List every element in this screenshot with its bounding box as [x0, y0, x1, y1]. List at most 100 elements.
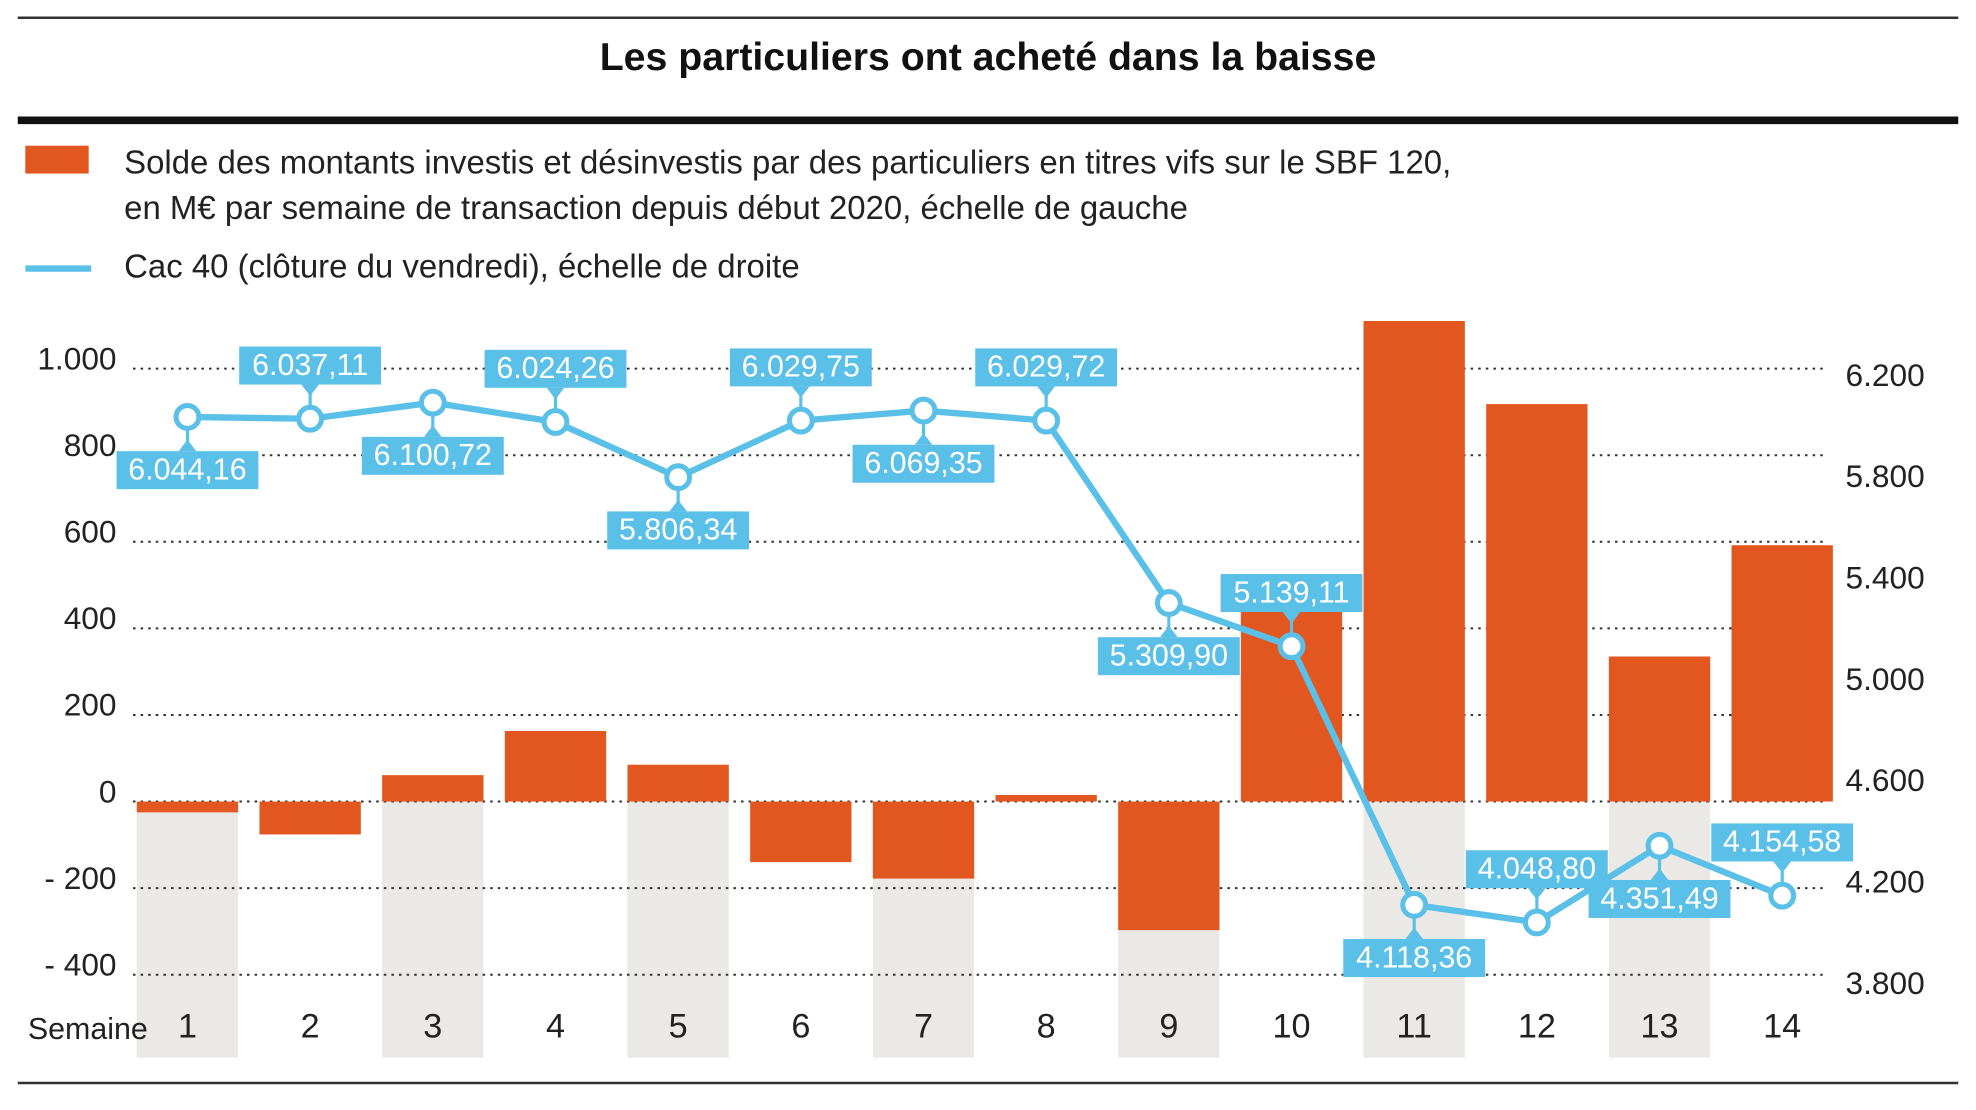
y-tick-label: - 400 — [44, 946, 116, 982]
point — [1277, 632, 1306, 661]
data-label: 6.029,72 — [987, 350, 1105, 384]
y-tick-label: 600 — [64, 514, 117, 550]
legend-label: Solde des montants investis et désinvest… — [124, 143, 1452, 227]
data-label: 5.309,90 — [1110, 638, 1228, 672]
label-box — [361, 436, 504, 475]
data-label: 4.118,36 — [1356, 940, 1472, 974]
x-tick-label: 2 — [301, 1008, 320, 1046]
x-tick-label: 8 — [1037, 1008, 1056, 1046]
point — [296, 404, 325, 433]
x-tick-label: 5 — [669, 1008, 688, 1046]
data-label: 4.351,49 — [1600, 881, 1718, 915]
label-pointer — [669, 500, 688, 512]
y2-tick-label: 5.800 — [1846, 458, 1925, 494]
label-box — [1711, 823, 1854, 862]
label-box — [484, 349, 627, 388]
legend-swatch-bar — [25, 145, 89, 174]
label-pointer — [1773, 861, 1792, 873]
bar — [995, 795, 1097, 802]
point — [418, 388, 447, 417]
label-pointer — [1159, 625, 1178, 638]
column-shade — [627, 801, 729, 1058]
line — [187, 399, 1784, 926]
y2-tick-label: 6.200 — [1846, 357, 1925, 393]
y-tick-label: 0 — [99, 773, 117, 809]
data-label: 4.048,80 — [1478, 852, 1596, 886]
label-pointer — [178, 439, 197, 452]
point — [541, 408, 570, 436]
data-label: 6.024,26 — [496, 351, 614, 385]
y2-tick-label: 4.200 — [1846, 864, 1925, 900]
data-label: 6.029,75 — [742, 350, 860, 384]
y-tick-label: 800 — [64, 427, 117, 463]
bar — [750, 801, 852, 863]
chart-title: Les particuliers ont acheté dans la bais… — [600, 35, 1377, 79]
x-tick-label: 11 — [1396, 1008, 1432, 1046]
data-label: 5.139,11 — [1233, 575, 1349, 609]
label-pointer — [914, 433, 933, 445]
label-box — [1343, 939, 1486, 978]
label-pointer — [791, 386, 810, 398]
label-box — [1588, 879, 1731, 918]
y2-tick-label: 5.000 — [1846, 661, 1925, 697]
label-box — [116, 451, 259, 490]
bar — [1731, 545, 1833, 802]
point — [786, 406, 815, 435]
y-tick-label: 1.000 — [37, 340, 116, 376]
label-pointer — [1405, 927, 1424, 940]
point — [1522, 908, 1551, 937]
bar — [627, 764, 729, 802]
bar — [382, 775, 484, 802]
data-label: 6.100,72 — [374, 438, 492, 472]
label-box — [852, 444, 995, 483]
bar — [1486, 404, 1588, 802]
x-tick-label: 10 — [1272, 1008, 1310, 1046]
y-tick-label: - 200 — [44, 860, 116, 896]
bar — [1608, 656, 1711, 802]
x-tick-label: 3 — [423, 1008, 442, 1046]
label-box — [1097, 637, 1240, 676]
x-tick-label: 6 — [791, 1008, 810, 1046]
label-pointer — [1037, 386, 1056, 398]
x-tick-label: 13 — [1641, 1008, 1679, 1046]
bar — [872, 801, 975, 879]
label-box — [975, 348, 1118, 387]
bar — [1118, 801, 1220, 931]
data-label: 5.806,34 — [619, 513, 737, 547]
legend-entry: Solde des montants investis et désinvest… — [124, 143, 1452, 227]
legend-entry: Cac 40 (clôture du vendredi), échelle de… — [124, 247, 800, 286]
label-pointer — [1650, 868, 1669, 880]
y2-tick-label: 3.800 — [1846, 965, 1925, 1001]
bar — [259, 801, 361, 835]
point — [1032, 406, 1061, 435]
label-pointer — [301, 384, 320, 396]
x-tick-label: 14 — [1763, 1008, 1801, 1046]
y-tick-label: 200 — [64, 687, 117, 723]
point — [909, 396, 938, 425]
label-pointer — [423, 425, 442, 437]
label-box — [729, 348, 872, 387]
column-shade — [136, 801, 239, 1058]
legend-label: Cac 40 (clôture du vendredi), échelle de… — [124, 247, 800, 286]
column-shade — [382, 801, 484, 1058]
data-label: 4.154,58 — [1723, 825, 1841, 859]
x-axis-label: Semaine — [28, 1012, 148, 1046]
label-box — [607, 511, 750, 550]
data-label: 6.069,35 — [864, 446, 982, 480]
point — [1645, 831, 1674, 860]
label-box — [239, 346, 382, 385]
x-tick-label: 1 — [178, 1008, 197, 1046]
bar — [136, 801, 239, 813]
point — [173, 403, 202, 431]
point — [664, 463, 693, 492]
data-label: 6.044,16 — [128, 452, 246, 486]
label-pointer — [546, 387, 565, 400]
label-box — [1465, 850, 1608, 889]
x-tick-label: 12 — [1518, 1008, 1556, 1046]
label-box — [1220, 574, 1363, 613]
y2-tick-label: 5.400 — [1846, 560, 1925, 596]
x-tick-label: 9 — [1159, 1008, 1178, 1046]
bar — [1363, 321, 1465, 802]
